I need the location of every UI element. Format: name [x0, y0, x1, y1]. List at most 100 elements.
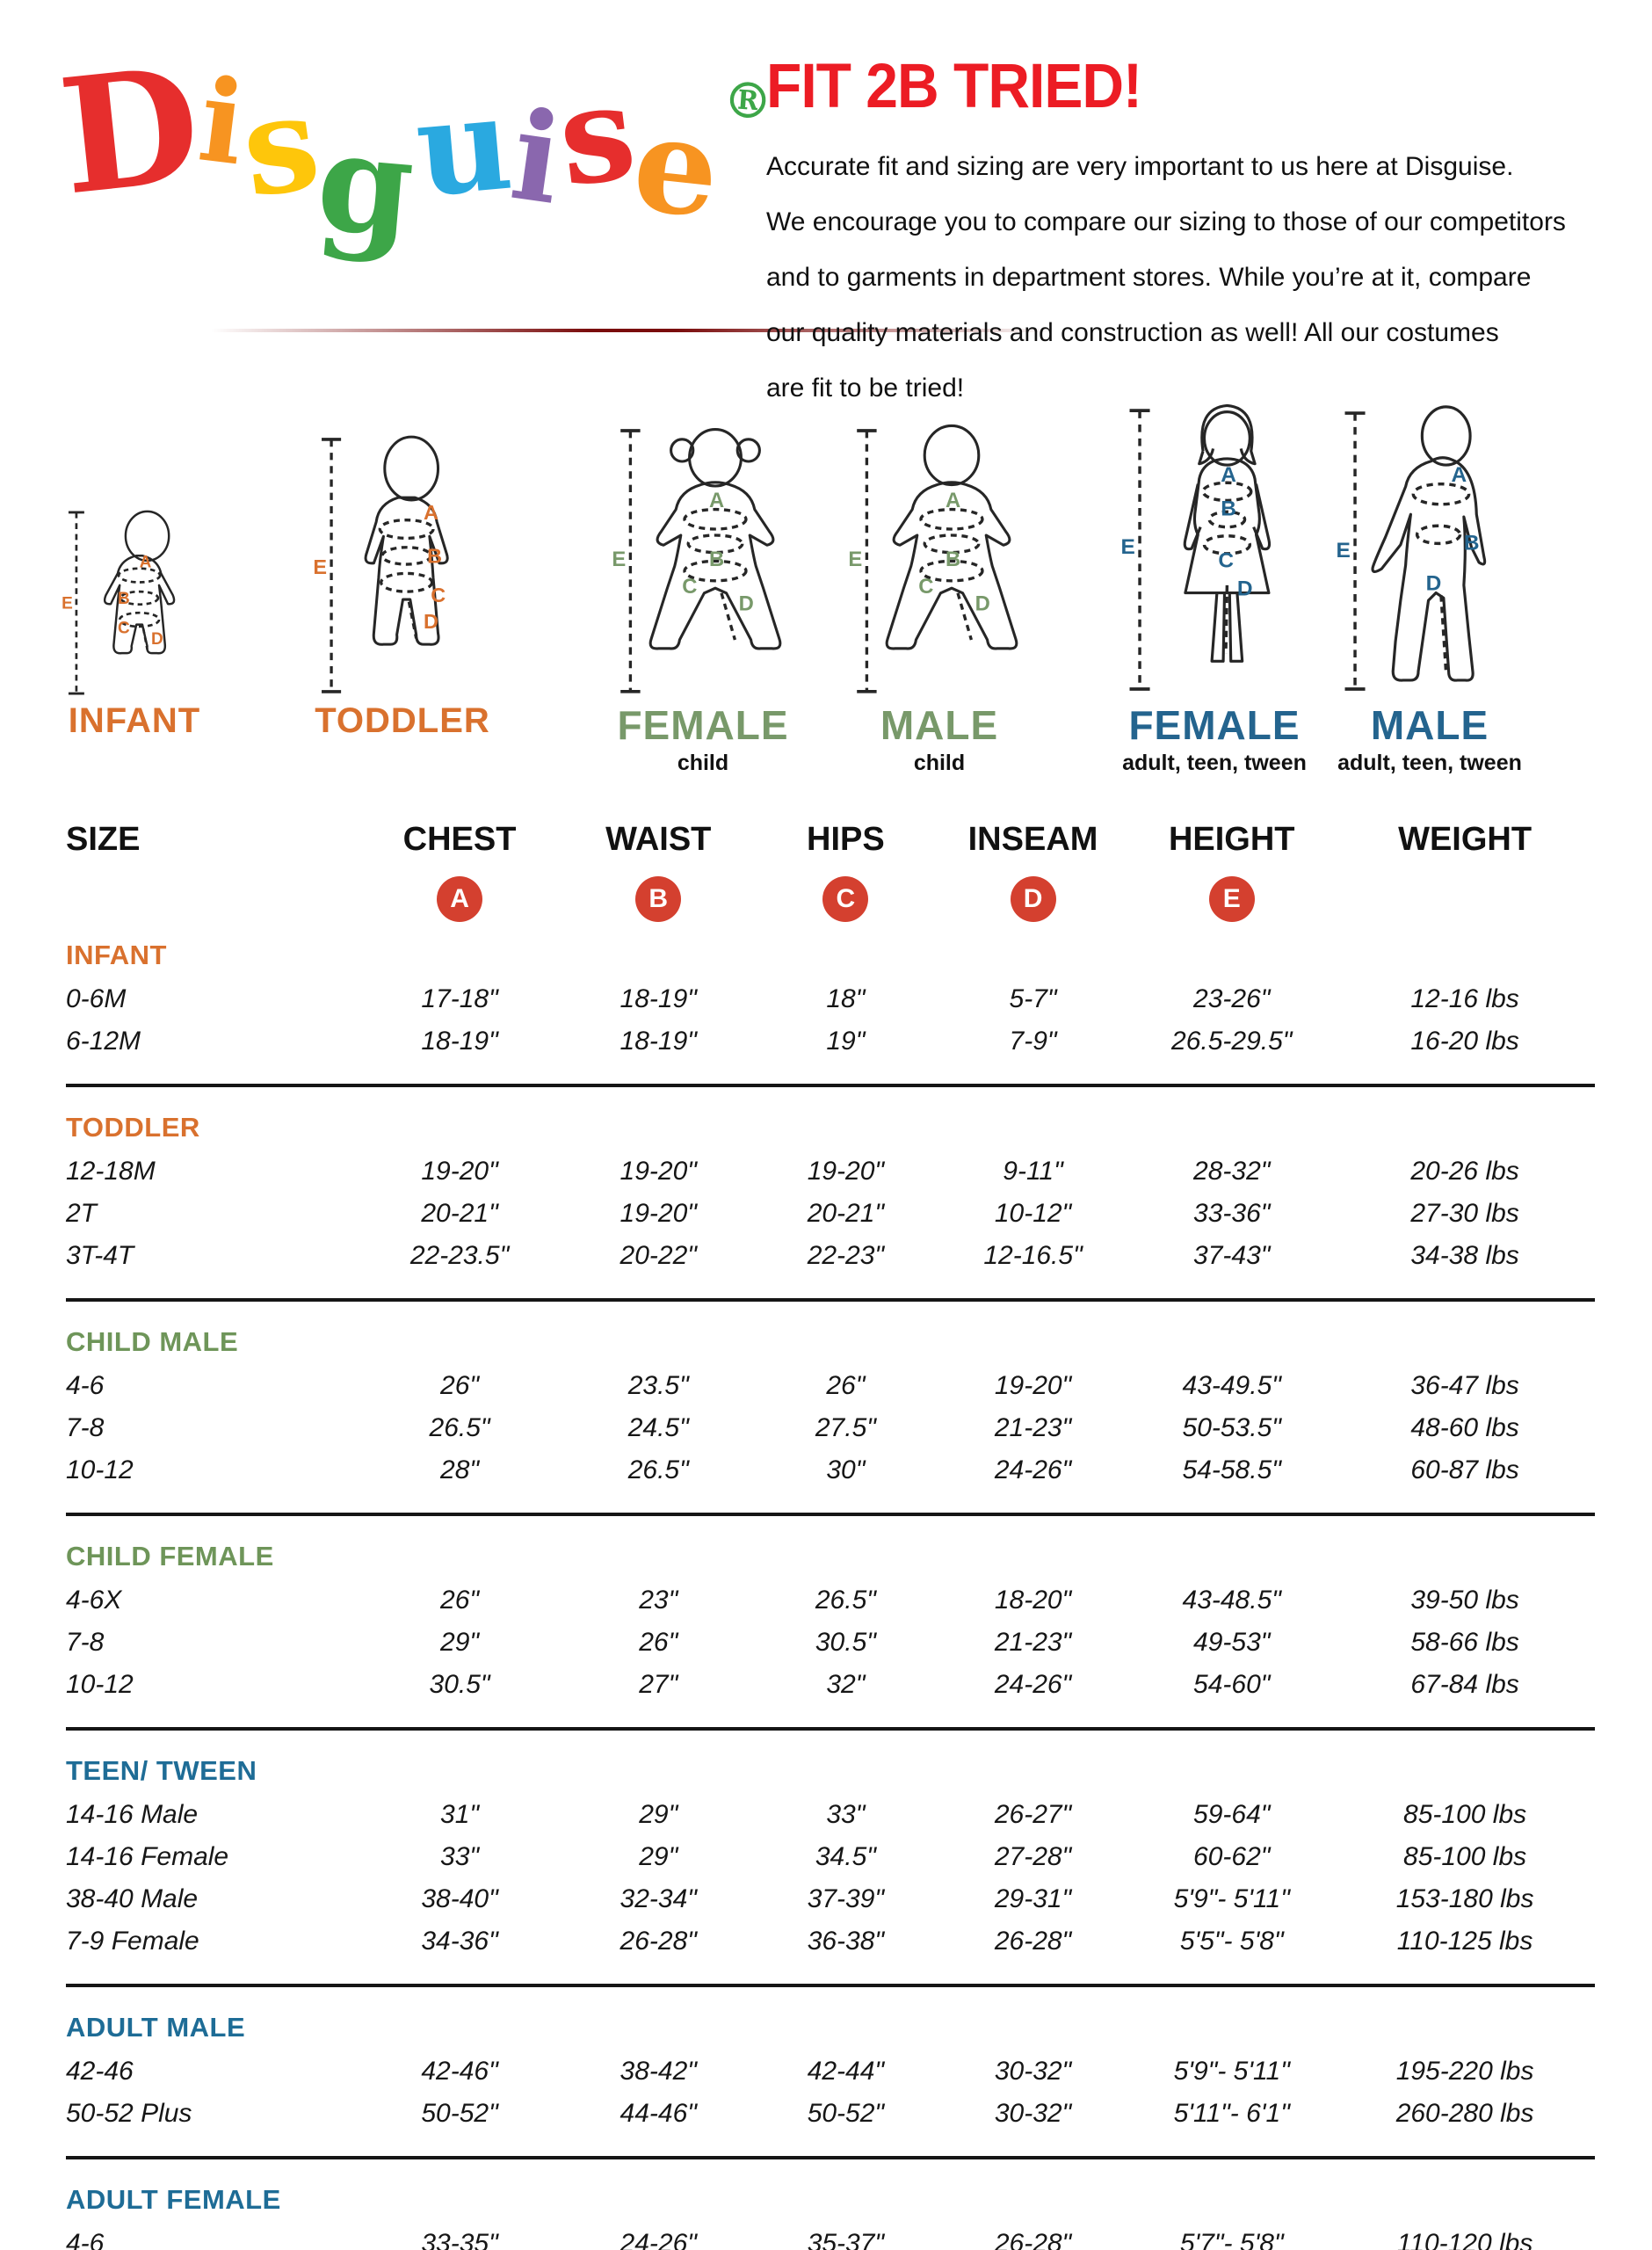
size-cell: 14-16 Male [66, 1800, 199, 1829]
value-cell: 54-58.5" [1182, 1455, 1281, 1484]
table-row: 4-6 33-35" 24-26" 35-37" 26-28" 5'7"- 5'8" 110… [66, 2223, 1595, 2250]
value-cell: 32-34" [620, 1884, 697, 1913]
value-cell: 36-47 lbs [1410, 1371, 1519, 1400]
value-cell: 31" [440, 1800, 480, 1829]
size-cell: 14-16 Female [66, 1842, 229, 1871]
value-cell: 42-46" [421, 2057, 498, 2086]
chest-label: A [709, 489, 724, 512]
body-outline [103, 555, 176, 655]
value-cell: 33-35" [421, 2229, 498, 2250]
value-cell: 24-26" [994, 1455, 1072, 1484]
value-cell: 34-38 lbs [1410, 1241, 1519, 1270]
logo-underline-rule [211, 329, 1054, 332]
chest-ellipse [1411, 482, 1471, 506]
hips-label: C [118, 620, 130, 638]
size-table-container: SIZE CHEST WAIST HIPS INSEAM HEIGHT WEIGHT A B C… [66, 816, 1595, 2250]
figure-female-adult: E A B C D FEMALE adult, teen, tween [1109, 378, 1320, 782]
value-cell: 10-12" [994, 1199, 1072, 1228]
inseam-label: D [151, 630, 163, 649]
chest-ellipse [117, 567, 162, 584]
waist-ellipse [380, 546, 432, 566]
value-cell: 59-64" [1193, 1800, 1271, 1829]
value-cell: 5-7" [1009, 984, 1057, 1013]
value-cell: 34.5" [815, 1842, 876, 1871]
value-cell: 42-44" [807, 2057, 885, 2086]
section-header: TODDLER [66, 1112, 200, 1143]
value-cell: 54-60" [1193, 1670, 1271, 1699]
section-divider [66, 1298, 1595, 1302]
value-cell: 28" [440, 1455, 480, 1484]
logo-letter: e [626, 85, 726, 249]
value-cell: 29" [639, 1842, 678, 1871]
value-cell: 33-36" [1193, 1199, 1271, 1228]
size-cell: 10-12 [66, 1455, 134, 1484]
chest-label: A [140, 554, 152, 572]
legend-cell: D [938, 867, 1129, 924]
size-cell: 38-40 Male [66, 1884, 199, 1913]
disguise-logo: Disguise® [52, 32, 774, 316]
size-cell: 0-6M [66, 984, 127, 1013]
size-cell: 50-52 Plus [66, 2099, 192, 2128]
value-cell: 29-31" [994, 1884, 1072, 1913]
intro-line: are fit to be tried! [766, 374, 965, 403]
value-cell: 23-26" [1193, 984, 1271, 1013]
value-cell: 85-100 lbs [1403, 1800, 1527, 1829]
inseam-label: D [975, 592, 990, 615]
figure-subtitle: child [677, 751, 729, 775]
pigtail-left [670, 438, 695, 463]
table-row: 2T 20-21" 19-20" 20-21" 10-12" 33-36" 27-30 lb… [66, 1193, 1595, 1235]
right-leg-outline [1228, 592, 1244, 663]
value-cell: 19" [826, 1027, 866, 1056]
section-divider [66, 1084, 1595, 1087]
value-cell: 50-53.5" [1182, 1413, 1281, 1442]
value-cell: 19-20" [994, 1371, 1072, 1400]
value-cell: 26-28" [620, 1927, 697, 1956]
legend-row: A B C D E [66, 867, 1595, 924]
figure-title: TODDLER [315, 701, 490, 740]
body-outline [1371, 456, 1487, 682]
value-cell: 26-28" [994, 1927, 1072, 1956]
column-header: INSEAM [967, 821, 1098, 858]
size-cell: 4-6X [66, 1586, 122, 1615]
value-cell: 60-62" [1193, 1842, 1271, 1871]
intro-line: We encourage you to compare our sizing t… [766, 207, 1566, 236]
height-label: E [848, 548, 862, 571]
section-divider [66, 1984, 1595, 1987]
value-cell: 5'7"- 5'8" [1179, 2229, 1284, 2250]
logo-letter: s [233, 63, 329, 229]
value-cell: 17-18" [421, 984, 498, 1013]
value-cell: 19-20" [620, 1199, 697, 1228]
size-cell: 4-6 [66, 2229, 105, 2250]
section-header-row: CHILD MALE [66, 1310, 1595, 1365]
logo-letter: D [52, 32, 208, 231]
value-cell: 24-26" [620, 2229, 697, 2250]
figures-row: E A B C D INFANT E [0, 378, 1652, 782]
head-outline [923, 424, 981, 487]
figure-subtitle: adult, teen, tween [1337, 751, 1522, 775]
value-cell: 20-22" [620, 1241, 697, 1270]
logo-letter: s [550, 54, 643, 217]
value-cell: 22-23" [807, 1241, 885, 1270]
hips-label: C [431, 584, 446, 606]
inseam-line [720, 592, 737, 641]
figure-caption: MALE child [880, 701, 998, 782]
legend-cell [66, 867, 357, 924]
chest-label: A [1221, 463, 1236, 487]
logo-letter: g [311, 99, 421, 269]
size-cell: 4-6 [66, 1371, 105, 1400]
height-label: E [1336, 539, 1350, 562]
figure-subtitle: child [913, 751, 966, 775]
hips-ellipse [919, 559, 984, 583]
head-outline [382, 435, 439, 502]
value-cell: 23.5" [627, 1371, 689, 1400]
section-header-row: ADULT FEMALE [66, 2168, 1595, 2223]
value-cell: 12-16 lbs [1410, 984, 1519, 1013]
legend-cell: B [562, 867, 754, 924]
value-cell: 39-50 lbs [1410, 1586, 1519, 1615]
male-adult-silhouette: E A B D [1336, 405, 1487, 691]
value-cell: 37-39" [807, 1884, 885, 1913]
table-row: 42-46 42-46" 38-42" 42-44" 30-32" 5'9"- 5'11"… [66, 2050, 1595, 2093]
value-cell: 35-37" [807, 2229, 885, 2250]
value-cell: 43-49.5" [1182, 1371, 1281, 1400]
column-header: WAIST [605, 821, 712, 858]
